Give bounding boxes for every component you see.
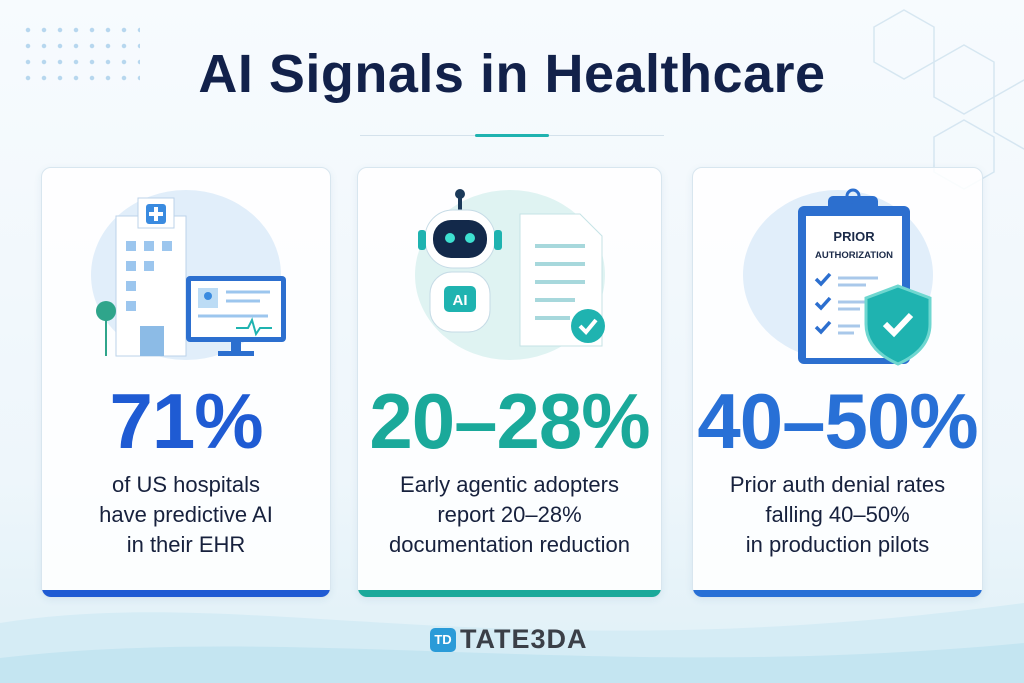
clipboard-title: PRIOR xyxy=(833,229,875,244)
description-line: Early agentic adopters xyxy=(400,472,619,497)
stat-value: 71% xyxy=(109,377,263,465)
description-line: Prior auth denial rates xyxy=(729,472,946,497)
prior-authorization-clipboard-shield-icon: PRIOR AUTHORIZATION xyxy=(797,188,931,366)
description-line: falling 40–50% xyxy=(765,502,910,527)
ai-robot-with-document-icon: AI xyxy=(417,189,605,347)
logo-mark: TD xyxy=(430,627,456,652)
background-wave xyxy=(0,603,1024,683)
stat-value: 20–28% xyxy=(369,377,650,465)
card-accent-bar xyxy=(693,590,982,597)
logo-wordmark: TATE3DA xyxy=(460,624,588,654)
ai-label: AI xyxy=(452,292,467,309)
card-accent-bar xyxy=(42,590,330,597)
page-title: AI Signals in Healthcare xyxy=(198,44,826,104)
stat-description: Early agentic adopters report 20–28% doc… xyxy=(358,470,661,560)
description-line: report 20–28% xyxy=(437,502,582,527)
brand-logo: TD TATE3DA xyxy=(430,624,588,655)
description-line: of US hospitals xyxy=(112,472,260,497)
stat-card-prior-auth: PRIOR AUTHORIZATION 40–50% Prior auth de… xyxy=(692,167,983,598)
card-accent-bar xyxy=(358,590,661,597)
clipboard-subtitle: AUTHORIZATION xyxy=(815,250,893,261)
description-line: in their EHR xyxy=(126,532,246,557)
stat-description: Prior auth denial rates falling 40–50% i… xyxy=(693,470,982,560)
description-line: have predictive AI xyxy=(99,502,273,527)
stat-card-documentation: AI 20–28% Early agentic adopters report … xyxy=(357,167,662,598)
stat-value: 40–50% xyxy=(697,377,978,465)
description-line: in production pilots xyxy=(745,532,930,557)
stat-description: of US hospitals have predictive AI in th… xyxy=(42,470,330,560)
hospital-with-ehr-monitor-icon xyxy=(96,197,286,357)
description-line: documentation reduction xyxy=(389,532,630,557)
decorative-dots xyxy=(20,22,140,82)
title-divider-accent xyxy=(475,134,549,137)
stat-card-hospitals: 71% of US hospitals have predictive AI i… xyxy=(41,167,331,598)
